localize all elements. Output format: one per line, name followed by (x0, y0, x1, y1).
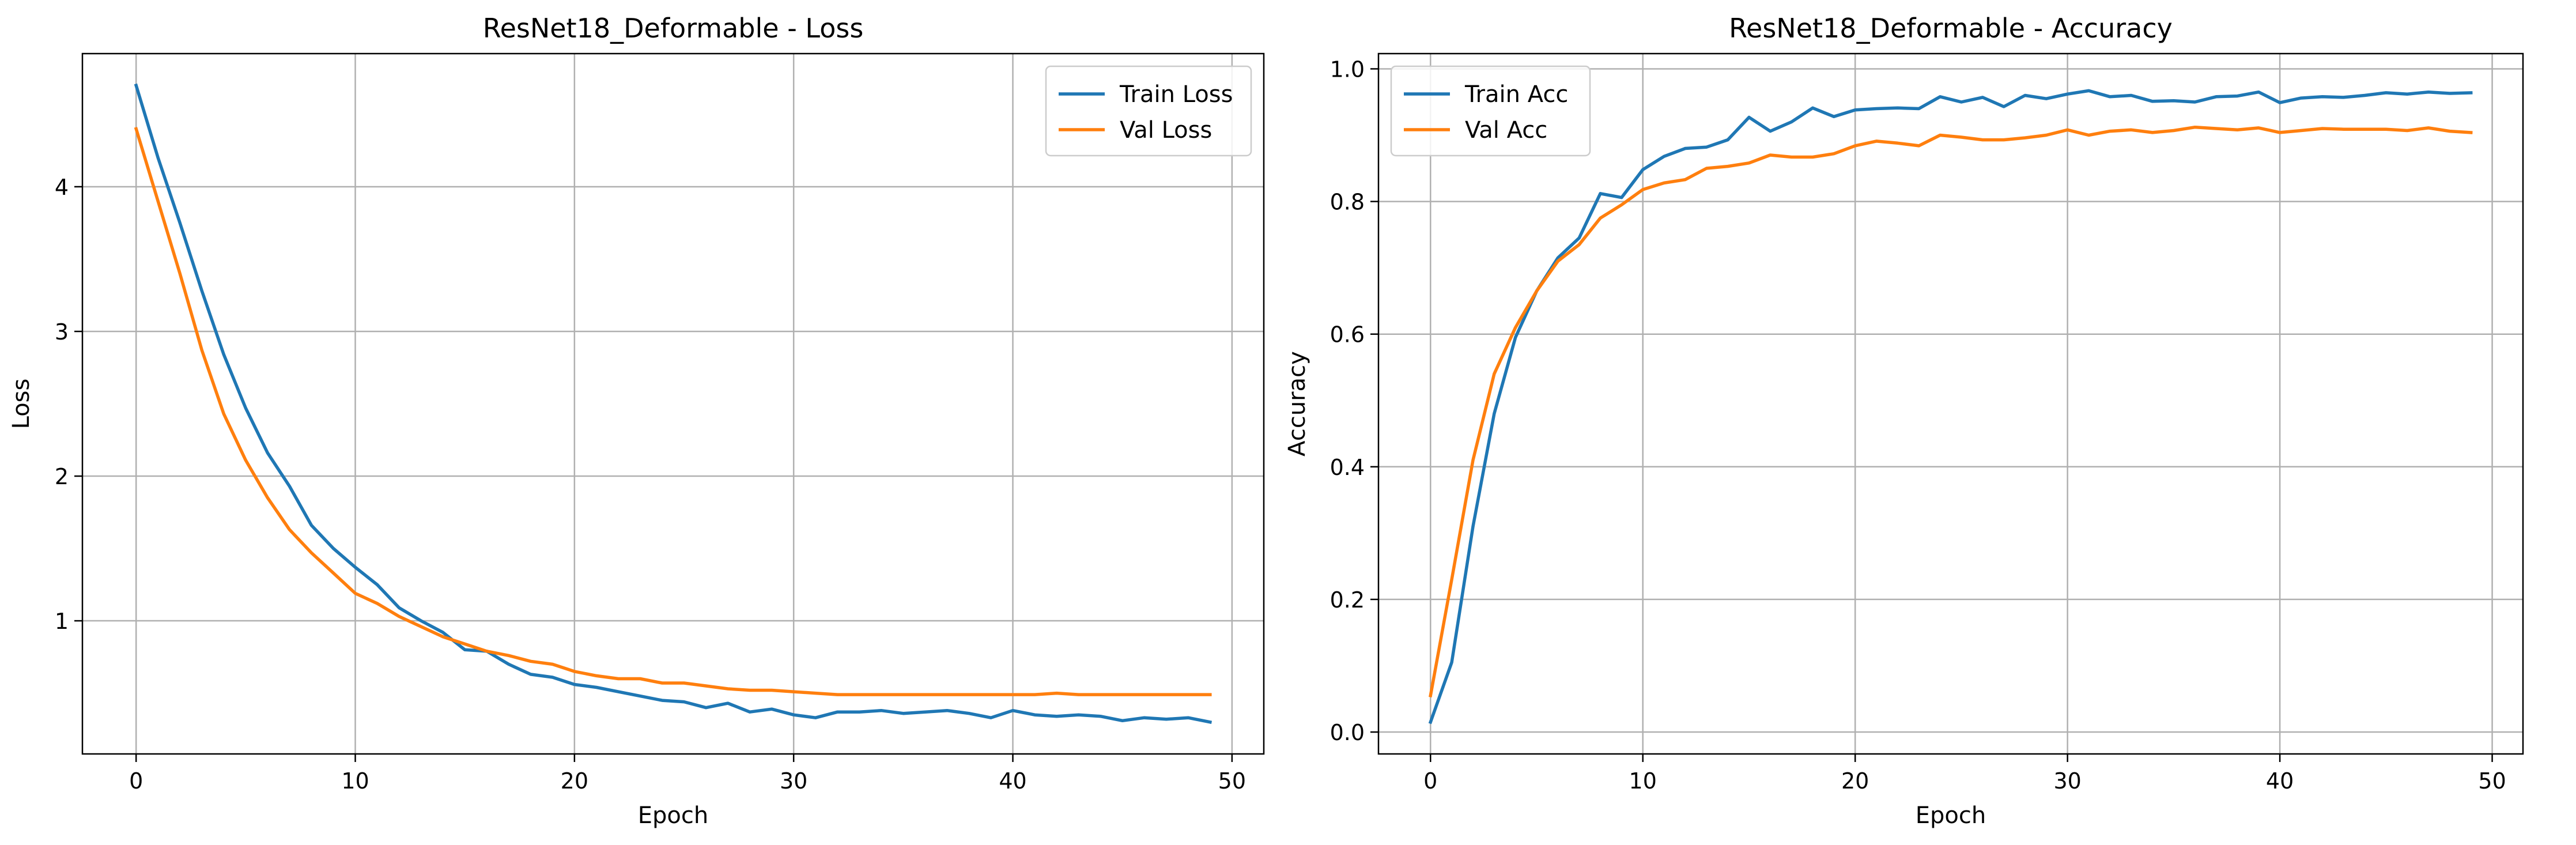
y-tick-label: 1 (55, 609, 69, 634)
x-tick-label: 0 (129, 768, 143, 794)
chart-title: ResNet18_Deformable - Loss (483, 13, 864, 44)
x-tick-label: 50 (1218, 768, 1246, 794)
x-tick-label: 40 (2266, 768, 2294, 794)
x-tick-label: 20 (561, 768, 588, 794)
x-axis-label: Epoch (638, 802, 708, 829)
y-tick-label: 1.0 (1330, 56, 1365, 82)
x-tick-label: 30 (2053, 768, 2081, 794)
y-tick-label: 3 (55, 319, 69, 345)
legend-box (1045, 65, 1252, 157)
x-tick-label: 20 (1841, 768, 1869, 794)
y-tick-label: 0.4 (1330, 455, 1365, 480)
series-line-train-loss (134, 83, 1213, 725)
series-line-val-loss (134, 127, 1212, 696)
y-axis-label: Accuracy (1284, 351, 1310, 457)
axes-frame (1377, 52, 2524, 755)
y-tick-label: 0.6 (1330, 322, 1365, 348)
y-tick-label: 0.0 (1330, 720, 1365, 745)
y-tick-label: 4 (55, 175, 69, 200)
legend-label: Train Acc (1464, 81, 1568, 108)
x-tick-label: 50 (2478, 768, 2506, 794)
x-tick-label: 0 (1423, 768, 1437, 794)
y-tick-label: 0.8 (1330, 190, 1365, 215)
x-tick-label: 30 (780, 768, 807, 794)
y-axis-label: Loss (8, 379, 35, 429)
series-line-train-acc (1428, 89, 2473, 725)
x-tick-label: 10 (341, 768, 369, 794)
x-tick-label: 10 (1629, 768, 1657, 794)
legend: Train Acc Val Acc (1390, 65, 1591, 157)
x-tick-label: 40 (999, 768, 1026, 794)
legend-label: Val Acc (1465, 117, 1547, 144)
legend: Train Loss Val Loss (1045, 65, 1252, 157)
series-line-val-acc (1429, 125, 2473, 697)
chart-panel-0: 0 10 20 30 40 50 1 2 3 4 ResNet18_Deformable - Los… (8, 13, 1265, 829)
y-tick-label: 2 (55, 464, 69, 489)
chart-panel-1: 0 10 20 30 40 50 0.0 0.2 0.4 0.6 0.8 1.0 ResNet18_De… (1284, 13, 2524, 829)
axes-frame (81, 52, 1265, 755)
legend-box (1390, 65, 1591, 157)
x-axis-label: Epoch (1916, 802, 1986, 829)
y-tick-label: 0.2 (1330, 587, 1365, 613)
chart-title: ResNet18_Deformable - Accuracy (1729, 13, 2173, 44)
legend-label: Val Loss (1120, 117, 1212, 144)
legend-label: Train Loss (1119, 81, 1233, 108)
